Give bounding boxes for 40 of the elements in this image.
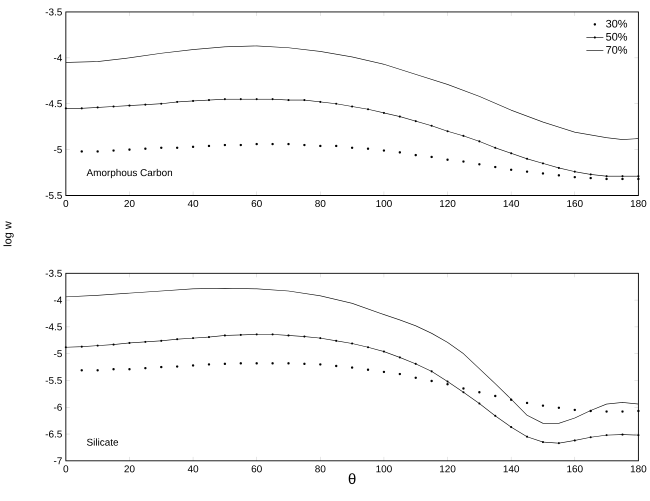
y-tick-label: -7 <box>54 458 62 464</box>
y-tick-label: -4.5 <box>46 324 62 330</box>
x-tick-label: 20 <box>124 200 135 208</box>
x-tick-label: 140 <box>504 465 520 472</box>
x-tick-label: 0 <box>63 200 68 208</box>
x-tick-label: 160 <box>567 465 583 472</box>
y-tick-label: -5.5 <box>46 192 62 200</box>
x-tick-label: 120 <box>440 200 456 208</box>
y-tick-label: -6.5 <box>46 430 62 438</box>
x-tick-label: 20 <box>124 465 135 472</box>
y-tick-label: -6 <box>54 404 62 411</box>
y-tick-label: -5 <box>54 350 62 358</box>
x-tick-label: 40 <box>188 200 198 208</box>
y-tick-label: -4.5 <box>46 100 62 108</box>
x-tick-label: 140 <box>504 200 520 208</box>
y-tick-label: -3.5 <box>46 8 62 16</box>
legend-label: 70% <box>606 46 628 54</box>
y-tick-label: -5 <box>54 146 62 154</box>
x-axis-title: θ <box>348 473 356 484</box>
y-axis-title: log w <box>3 221 14 246</box>
x-tick-label: 0 <box>63 465 68 472</box>
x-tick-label: 100 <box>376 200 392 208</box>
annotation: Silicate <box>86 438 118 446</box>
annotation: Amorphous Carbon <box>86 168 172 178</box>
x-tick-label: 100 <box>376 465 392 472</box>
legend-label: 50% <box>606 33 628 41</box>
x-tick-label: 60 <box>252 200 262 208</box>
x-tick-label: 180 <box>630 465 646 472</box>
y-tick-label: -3.5 <box>46 270 62 277</box>
x-tick-label: 120 <box>440 465 456 472</box>
x-tick-label: 80 <box>315 465 326 472</box>
y-tick-label: -5.5 <box>46 377 62 384</box>
y-tick-label: -4 <box>54 296 62 304</box>
x-tick-label: 40 <box>188 465 198 472</box>
x-tick-label: 80 <box>315 200 326 208</box>
x-tick-label: 160 <box>567 200 583 208</box>
x-tick-label: 60 <box>252 465 262 472</box>
legend-label: 30% <box>606 20 628 28</box>
y-tick-label: -4 <box>54 54 62 62</box>
x-tick-label: 180 <box>630 200 646 208</box>
